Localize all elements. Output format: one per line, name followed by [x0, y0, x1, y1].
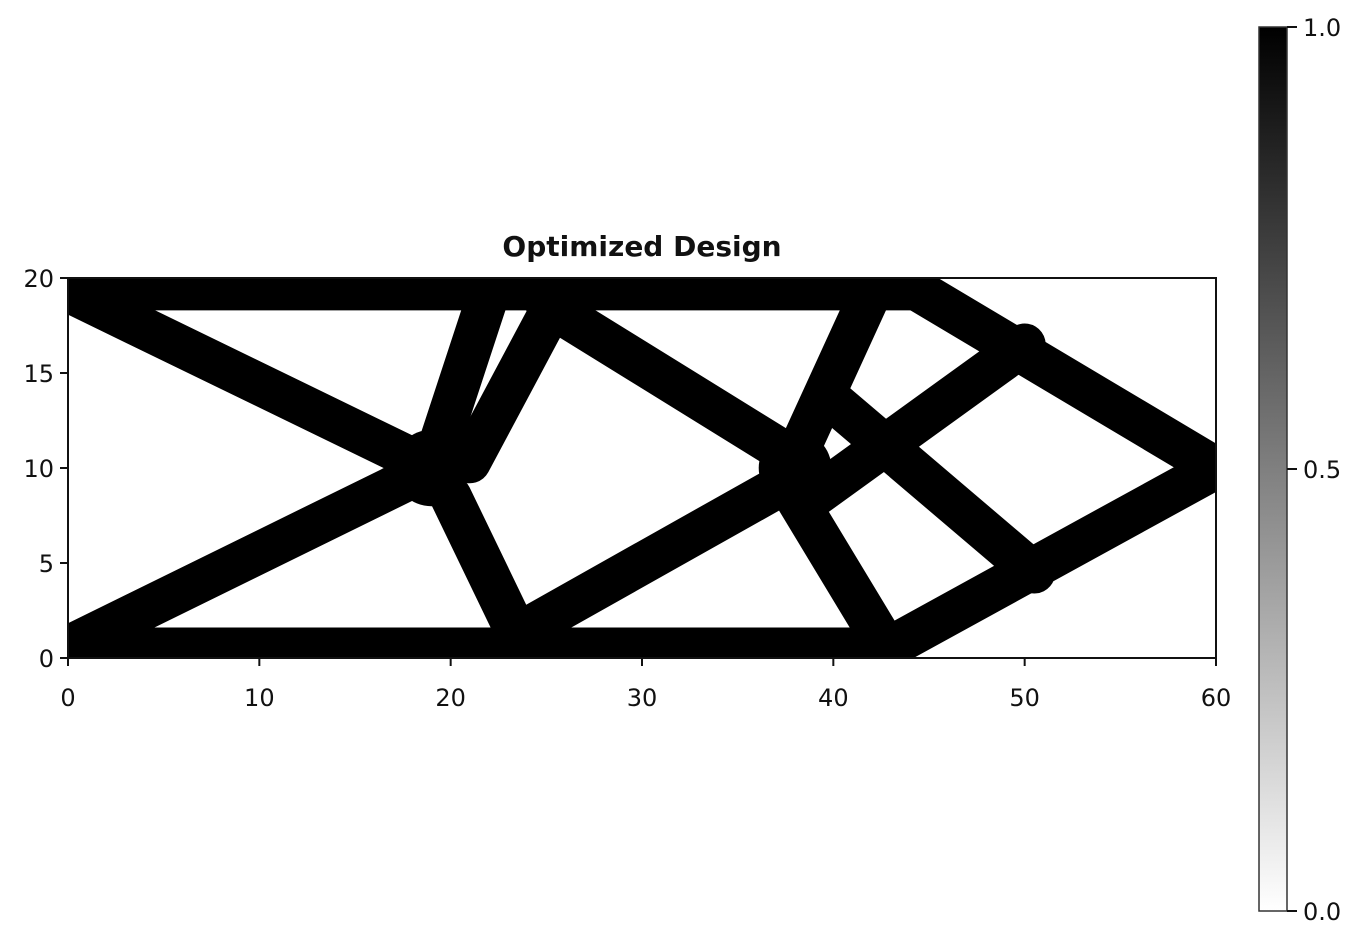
y-tick-label: 20: [23, 265, 54, 293]
structural-member-10: [812, 380, 1056, 594]
y-tick-label: 10: [23, 455, 54, 483]
colorbar-tick-label: 1.0: [1303, 14, 1341, 42]
structural-node-2: [83, 278, 130, 320]
structural-member-3: [448, 279, 577, 484]
y-tick-label: 15: [23, 360, 54, 388]
structural-node-3: [83, 616, 130, 658]
y-tick-label: 5: [39, 550, 54, 578]
structural-member-0: [68, 278, 453, 489]
structural-member-8: [793, 323, 1046, 518]
x-tick-label: 40: [818, 684, 849, 712]
x-tick-label: 60: [1201, 684, 1232, 712]
structural-member-11: [888, 278, 1216, 489]
colorbar: [1258, 26, 1288, 912]
structural-member-9: [774, 475, 903, 658]
structural-node-0: [393, 429, 470, 507]
x-tick-label: 20: [435, 684, 466, 712]
structural-node-1: [758, 431, 832, 505]
x-tick-label: 30: [627, 684, 658, 712]
structural-member-12: [869, 447, 1216, 658]
structural-member-5: [525, 283, 817, 480]
x-tick-label: 0: [60, 684, 75, 712]
x-axis: 0 10 20 30 40 50 60: [60, 658, 1231, 712]
x-tick-label: 10: [244, 684, 275, 712]
x-tick-label: 50: [1009, 684, 1040, 712]
colorbar-tick-label: 0.5: [1303, 456, 1341, 484]
structural-member-1: [68, 447, 453, 658]
structural-member-7: [774, 278, 893, 480]
y-axis: 0 5 10 15 20: [23, 265, 68, 673]
axes-background: [68, 278, 1216, 658]
chart-title: Optimized Design: [502, 230, 782, 263]
structural-member-6: [487, 456, 817, 658]
structural-member-4: [429, 475, 539, 657]
structural-node-4: [1200, 452, 1216, 484]
colorbar-axis: 0.0 0.5 1.0: [1287, 14, 1341, 926]
colorbar-tick-label: 0.0: [1303, 898, 1341, 926]
y-tick-label: 0: [39, 645, 54, 673]
density-field: [68, 278, 1216, 658]
